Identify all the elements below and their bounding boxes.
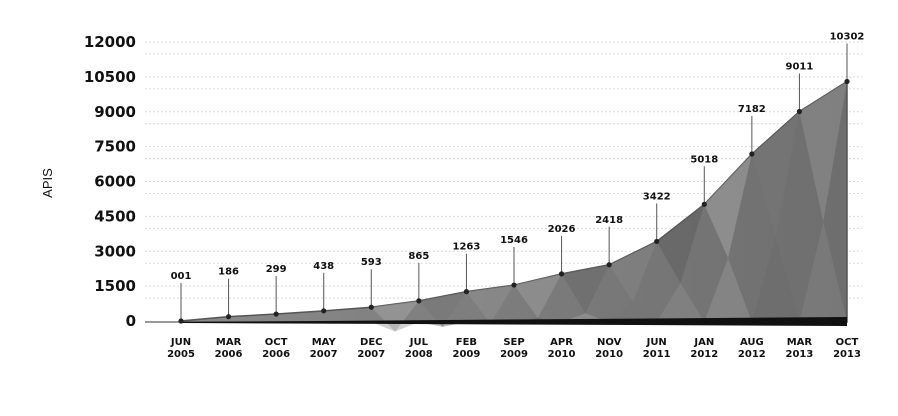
data-points: [178, 78, 850, 324]
area-facet: [799, 81, 847, 222]
x-tick-year: 2006: [262, 349, 290, 360]
data-point: [558, 271, 565, 277]
area-facet: [656, 283, 705, 322]
x-tick-year: 2013: [786, 349, 814, 360]
data-label: 438: [313, 261, 334, 272]
area-facet: [371, 322, 419, 332]
data-label: 3422: [643, 191, 671, 202]
area-facet: [704, 154, 752, 259]
y-tick-label: 4500: [94, 207, 136, 225]
area-facet: [418, 291, 467, 327]
x-tick-year: 2012: [738, 349, 766, 360]
x-tick-year: 2010: [548, 349, 576, 360]
data-label: 186: [218, 267, 239, 278]
x-tick-month: MAY: [312, 337, 337, 348]
x-tick-year: 2005: [167, 349, 195, 360]
area-facet: [466, 285, 514, 324]
x-tick-month: OCT: [836, 337, 859, 348]
x-tick-month: JUN: [646, 337, 667, 348]
data-point: [321, 308, 327, 314]
data-labels: 001 186 299 438 593 865 1263 1546 2026 2418 3422 50…: [171, 31, 865, 281]
data-label: 5018: [690, 154, 718, 165]
x-tick-month: OCT: [265, 337, 288, 348]
data-point: [701, 201, 707, 207]
baseline-band: [181, 317, 847, 326]
x-tick-year: 2012: [690, 349, 718, 360]
y-tick-label: 9000: [94, 103, 136, 121]
x-tick-month: MAR: [216, 337, 242, 348]
data-point: [273, 311, 279, 317]
x-tick-month: JUL: [409, 337, 429, 348]
data-label: 299: [266, 264, 287, 275]
data-label: 2418: [595, 215, 623, 226]
area-facet: [799, 221, 847, 322]
x-tick-year: 2009: [500, 349, 528, 360]
x-tick-year: 2009: [453, 349, 481, 360]
data-label: 593: [361, 257, 382, 268]
y-axis-label: APIS: [40, 168, 55, 198]
data-label: 10302: [830, 31, 865, 42]
y-tick-label: 3000: [94, 242, 136, 260]
area-facet: [609, 301, 657, 322]
x-tick-year: 2008: [405, 349, 433, 360]
area-facet: [371, 300, 419, 332]
x-tick-year: 2010: [595, 349, 623, 360]
x-tick-month: MAR: [787, 337, 813, 348]
leader-lines: [180, 43, 848, 321]
data-point: [844, 78, 850, 85]
data-point: [606, 262, 612, 268]
data-point: [749, 151, 755, 157]
data-point: [463, 289, 470, 295]
y-tick-label: 1500: [94, 277, 136, 295]
x-tick-year: 2013: [833, 349, 861, 360]
x-tick-month: NOV: [597, 337, 622, 348]
data-label: 865: [408, 251, 429, 262]
x-tick-year: 2007: [310, 349, 338, 360]
y-tick-label: 7500: [94, 138, 136, 156]
x-tick-month: DEC: [360, 337, 382, 348]
data-point: [178, 318, 184, 324]
y-tick-label: 12000: [84, 33, 136, 51]
y-axis: 0 1500 3000 4500 6000 7500 9000 10500 12000: [84, 33, 136, 330]
y-tick-label: 0: [126, 312, 136, 330]
data-point: [225, 314, 232, 320]
x-axis: JUN2005MAR2006OCT2006MAY2007DEC2007JUL20…: [167, 337, 861, 360]
area-facet: [561, 264, 610, 314]
data-point: [511, 282, 517, 288]
data-label: 1263: [453, 242, 481, 253]
area-facet: [751, 236, 800, 322]
area-facet: [656, 204, 705, 284]
data-point: [416, 298, 422, 304]
x-tick-month: SEP: [503, 337, 524, 348]
y-tick-label: 10500: [84, 68, 136, 86]
area-facet: [751, 111, 800, 237]
x-tick-year: 2011: [643, 349, 671, 360]
y-tick-label: 6000: [94, 173, 136, 191]
x-tick-month: AUG: [740, 337, 764, 348]
area-facets: [145, 81, 847, 332]
area-facet: [609, 241, 657, 302]
data-label: 9011: [786, 61, 814, 72]
x-tick-month: APR: [550, 337, 573, 348]
area-facet: [704, 258, 752, 322]
x-tick-month: JAN: [693, 337, 714, 348]
x-tick-month: JUN: [170, 337, 191, 348]
data-label: 7182: [738, 104, 766, 115]
data-point: [654, 238, 660, 245]
data-label: 1546: [500, 235, 528, 246]
area-facet: [514, 273, 562, 318]
data-label: 2026: [548, 224, 576, 235]
x-tick-year: 2007: [357, 349, 385, 360]
data-label: 001: [171, 271, 192, 282]
data-point: [368, 304, 374, 310]
x-tick-month: FEB: [456, 337, 477, 348]
x-tick-year: 2006: [215, 349, 243, 360]
data-point: [796, 108, 803, 115]
